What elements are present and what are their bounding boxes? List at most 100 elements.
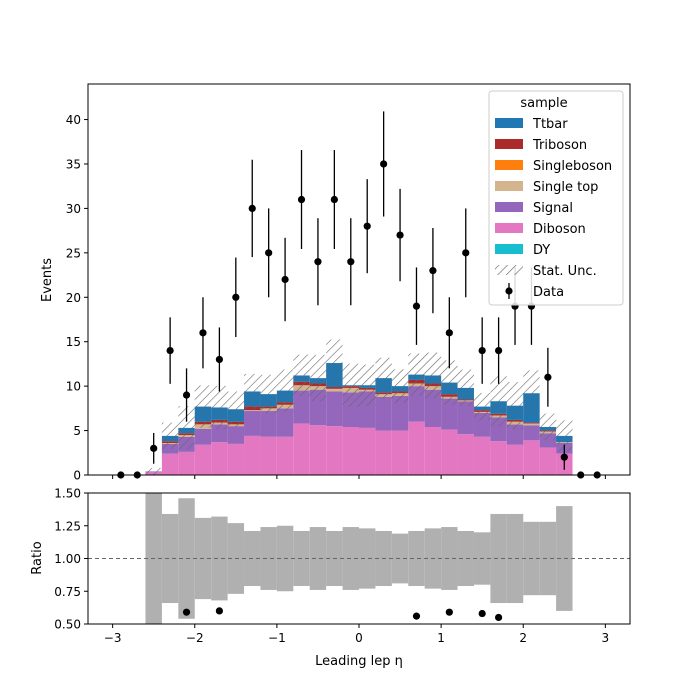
- bar-signal-6: [244, 411, 261, 436]
- legend-swatch-signal: [495, 202, 523, 212]
- x-tick-label-0: −3: [104, 631, 122, 645]
- bar-diboson-3: [194, 444, 212, 475]
- stat-unc-bin-17: [424, 352, 442, 399]
- y-tick-label-5: 25: [66, 246, 81, 260]
- y-tick-label-3: 15: [66, 335, 81, 349]
- data-point-16: [380, 160, 388, 168]
- ratio-point-3: [445, 608, 453, 616]
- legend-label-singleboson: Singleboson: [533, 159, 612, 174]
- data-point-11: [297, 195, 306, 204]
- ratio-band-bin-21: [490, 513, 507, 604]
- bar-diboson-13: [359, 427, 376, 475]
- data-point-7: [232, 293, 240, 301]
- legend-label-signal: Signal: [533, 201, 573, 216]
- y-tick-label-7: 35: [66, 157, 81, 171]
- ratio-band-bin-24: [539, 521, 557, 596]
- bar-diboson-2: [178, 451, 195, 475]
- data-point-17: [396, 231, 404, 239]
- y-tick-label-0: 0: [73, 469, 81, 483]
- data-point-8: [248, 204, 256, 213]
- data-point-6: [215, 355, 223, 364]
- ratio-band-bin-16: [408, 530, 425, 587]
- ratio-band-bin-1: [161, 513, 179, 604]
- bar-signal-9: [293, 390, 310, 424]
- ratio-x-axis-ticks: −3 −2 −1 0 1 2 3: [104, 624, 609, 645]
- data-point-20: [445, 329, 453, 337]
- stat-unc-bin-13: [359, 364, 376, 406]
- stat-unc-bin-19: [457, 369, 474, 407]
- bar-diboson-6: [244, 435, 261, 475]
- ratio-band-bin-13: [359, 528, 376, 589]
- bar-diboson-23: [523, 440, 540, 475]
- stat-unc-bin-1: [161, 422, 179, 450]
- stat-unc-bin-25: [556, 420, 573, 452]
- bar-diboson-20: [473, 436, 491, 475]
- data-points: [117, 111, 601, 479]
- bar-diboson-9: [293, 423, 310, 475]
- bar-signal-8: [276, 408, 294, 437]
- bar-diboson-1: [161, 453, 179, 475]
- ratio-point-1: [215, 607, 223, 615]
- y-tick-label-2: 10: [66, 380, 81, 394]
- ratio-point-0: [182, 608, 191, 616]
- x-tick-label-5: 2: [519, 631, 527, 645]
- data-point-14: [347, 258, 355, 266]
- legend-swatch-dy: [495, 244, 523, 254]
- bar-signal-11: [326, 391, 343, 427]
- bar-signal-22: [506, 424, 524, 445]
- stat-unc-bin-11: [326, 339, 343, 387]
- data-point-9: [265, 249, 273, 257]
- data-point-12: [314, 258, 322, 266]
- y-axis-label: Events: [40, 258, 55, 302]
- data-point-19: [429, 267, 437, 275]
- bar-diboson-11: [326, 426, 343, 475]
- stat-unc-bin-18: [441, 360, 458, 405]
- bar-triboson-11: [326, 387, 343, 389]
- ratio-y-axis-label: Ratio: [30, 541, 45, 574]
- legend: sample Ttbar Triboson Singleboson Single top…: [488, 90, 624, 306]
- ratio-band-bin-19: [457, 530, 474, 587]
- bar-signal-7: [260, 411, 277, 437]
- data-point-13: [330, 195, 338, 204]
- legend-label-stat-unc: Stat. Unc.: [533, 264, 597, 279]
- legend-swatch-singleboson: [495, 160, 523, 170]
- stat-unc-bin-7: [260, 374, 277, 414]
- bar-signal-18: [441, 398, 458, 430]
- bar-diboson-19: [457, 434, 474, 475]
- legend-label-diboson: Diboson: [533, 222, 586, 237]
- legend-swatch-stat-unc: [495, 265, 523, 275]
- y-tick-label-8: 40: [66, 113, 81, 127]
- ratio-y-tick-label-3: 1.25: [54, 519, 81, 533]
- bar-diboson-21: [490, 441, 507, 475]
- bar-diboson-17: [424, 427, 442, 475]
- legend-title: sample: [520, 96, 567, 111]
- y-tick-label-1: 5: [73, 424, 81, 438]
- stat-uncertainty-band: [145, 339, 573, 475]
- x-tick-label-6: 3: [602, 631, 610, 645]
- data-point-21: [462, 249, 470, 257]
- y-tick-label-6: 30: [66, 202, 81, 216]
- x-tick-label-1: −2: [186, 631, 204, 645]
- stat-unc-bin-16: [408, 353, 425, 396]
- y-axis-ticks: 0 5 10 15 20 25 30 35 40: [66, 113, 88, 483]
- bar-diboson-12: [342, 427, 359, 475]
- bar-signal-17: [424, 389, 442, 428]
- ratio-band-bin-18: [441, 527, 458, 590]
- bar-diboson-10: [309, 425, 327, 475]
- legend-label-dy: DY: [533, 243, 550, 258]
- x-tick-label-2: −1: [268, 631, 286, 645]
- data-point-26: [544, 373, 552, 381]
- bar-signal-3: [194, 428, 212, 445]
- stat-unc-bin-15: [391, 369, 409, 404]
- stat-unc-bin-6: [244, 373, 261, 410]
- x-tick-label-3: 0: [355, 631, 363, 645]
- bar-signal-19: [457, 401, 474, 435]
- stat-unc-bin-5: [227, 391, 245, 427]
- data-point-2: [150, 444, 158, 452]
- x-axis-label: Leading lep η: [315, 654, 403, 669]
- bar-signal-14: [375, 396, 392, 431]
- bar-diboson-4: [211, 442, 228, 475]
- data-point-10: [281, 275, 289, 284]
- legend-label-ttbar: Ttbar: [532, 117, 568, 132]
- stat-unc-bin-12: [342, 363, 359, 407]
